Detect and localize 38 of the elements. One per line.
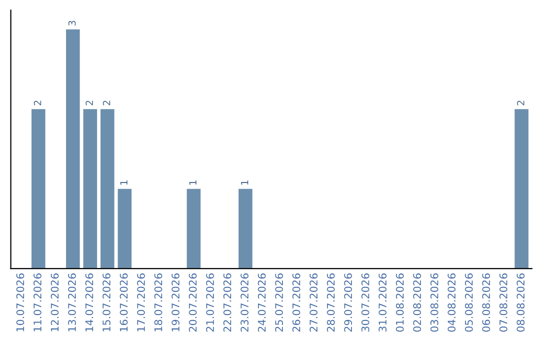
x-tick-label: 26.07.2026 xyxy=(292,273,300,332)
x-tick-label: 08.08.2026 xyxy=(516,273,525,332)
data-label: 1 xyxy=(241,180,248,185)
x-tick-label: 28.07.2026 xyxy=(326,273,335,332)
x-tick-label: 22.07.2026 xyxy=(223,273,232,332)
x-tick-label: 17.07.2026 xyxy=(137,273,145,332)
x-tick-label: 27.07.2026 xyxy=(310,273,318,332)
data-label: 2 xyxy=(102,100,110,106)
x-tick-label: 31.07.2026 xyxy=(378,273,387,332)
x-tick-label: 23.07.2026 xyxy=(240,273,248,332)
x-tick-label: 13.07.2026 xyxy=(68,273,76,332)
data-label: 2 xyxy=(517,100,524,106)
x-tick-label: 02.08.2026 xyxy=(413,273,422,332)
x-tick-label: 25.07.2026 xyxy=(275,273,283,332)
x-tick-label: 29.07.2026 xyxy=(344,273,352,332)
x-tick-label: 01.08.2026 xyxy=(396,273,404,332)
x-tick-label: 14.07.2026 xyxy=(85,273,94,332)
x-tick-label: 12.07.2026 xyxy=(50,273,59,332)
data-label: 1 xyxy=(120,180,128,185)
x-tick-label: 16.07.2026 xyxy=(120,273,128,332)
x-tick-label: 18.07.2026 xyxy=(154,273,162,332)
x-tick-label: 19.07.2026 xyxy=(172,273,180,332)
x-tick-label: 15.07.2026 xyxy=(102,273,110,332)
x-tick-label: 24.07.2026 xyxy=(258,273,266,332)
x-tick-label: 05.08.2026 xyxy=(464,273,473,332)
x-tick-label: 03.08.2026 xyxy=(430,273,438,332)
data-label: 2 xyxy=(34,100,42,106)
x-tick-label: 21.07.2026 xyxy=(206,273,214,332)
data-label: 1 xyxy=(189,180,196,185)
x-tick-label: 11.07.2026 xyxy=(34,273,42,332)
data-label: 2 xyxy=(86,100,93,106)
x-tick-label: 10.07.2026 xyxy=(16,273,24,332)
x-tick-label: 07.08.2026 xyxy=(499,273,508,332)
x-tick-label: 20.07.2026 xyxy=(188,273,197,332)
data-label: 3 xyxy=(68,20,76,26)
x-tick-label: 06.08.2026 xyxy=(482,273,490,332)
x-tick-label: 30.07.2026 xyxy=(361,273,370,332)
x-tick-label: 04.08.2026 xyxy=(448,273,456,332)
